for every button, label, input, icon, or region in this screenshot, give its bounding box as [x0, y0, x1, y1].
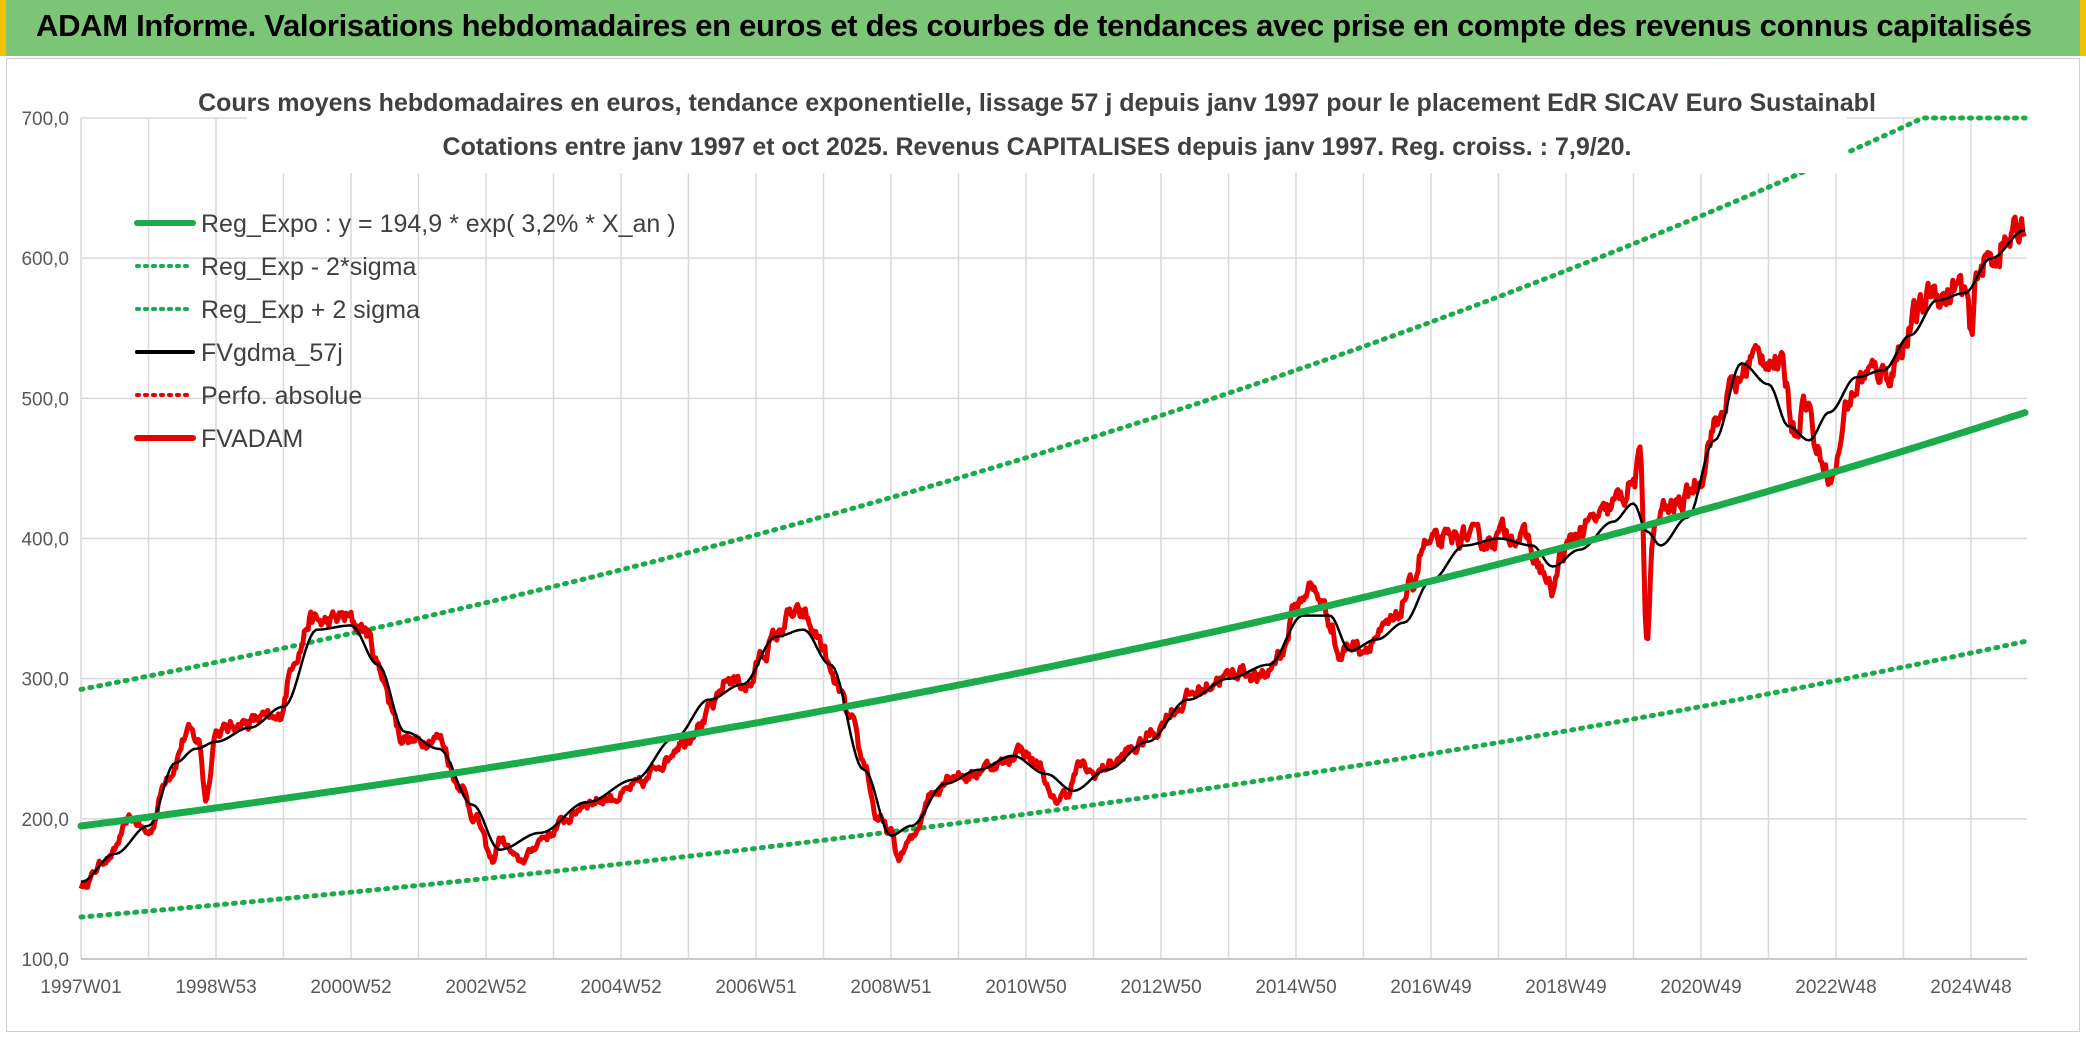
- y-tick-label: 700,0: [21, 109, 69, 130]
- y-tick-label: 600,0: [21, 249, 69, 270]
- banner-title: ADAM Informe. Valorisations hebdomadaire…: [36, 8, 2032, 43]
- y-tick-label: 400,0: [21, 530, 69, 551]
- trend-chart: 100,0 200,0 300,0 400,0 500,0 600,0 700,0 1997W…: [21, 69, 2029, 998]
- x-tick-label: 2014W50: [1255, 977, 1336, 998]
- legend-reg-expo: Reg_Expo : y = 194,9 * exp( 3,2% * X_an …: [134, 210, 676, 238]
- x-tick-label: 2000W52: [310, 977, 391, 998]
- legend-reg-exp-minus-2sigma: Reg_Exp - 2*sigma: [135, 253, 416, 281]
- reg-expo-line: [77, 409, 2029, 830]
- legend-label: Reg_Exp - 2*sigma: [201, 253, 416, 281]
- chart-title: Cours moyens hebdomadaires en euros, ten…: [198, 89, 1876, 117]
- axis-labels: 100,0 200,0 300,0 400,0 500,0 600,0 700,0 1997W…: [21, 109, 2011, 998]
- y-tick-label: 500,0: [21, 389, 69, 410]
- banner: ADAM Informe. Valorisations hebdomadaire…: [0, 0, 2086, 56]
- fvgdma-57j-line: [80, 228, 2026, 884]
- x-tick-label: 2008W51: [850, 977, 931, 998]
- x-tick-label: 2002W52: [445, 977, 526, 998]
- legend-reg-exp-plus-2sigma: Reg_Exp + 2 sigma: [135, 296, 420, 324]
- reg-exp-plus-2sigma-line: [78, 115, 2028, 692]
- legend-label: FVADAM: [201, 425, 303, 453]
- chart-titles: Cours moyens hebdomadaires en euros, ten…: [198, 69, 1876, 173]
- x-tick-label: 2012W50: [1120, 977, 1201, 998]
- grid: [80, 117, 2027, 960]
- x-tick-label: 2006W51: [715, 977, 796, 998]
- plot-series: [77, 115, 2029, 920]
- y-tick-label: 200,0: [21, 810, 69, 831]
- legend-label: Perfo. absolue: [201, 382, 362, 410]
- legend-label: FVgdma_57j: [201, 339, 343, 367]
- title-backdrop: [247, 69, 1847, 173]
- x-tick-label: 2010W50: [985, 977, 1066, 998]
- legend-label: Reg_Expo : y = 194,9 * exp( 3,2% * X_an …: [201, 210, 676, 238]
- legend-label: Reg_Exp + 2 sigma: [201, 296, 420, 324]
- x-tick-label: 2016W49: [1390, 977, 1471, 998]
- x-tick-label: 2018W49: [1525, 977, 1606, 998]
- legend-perfo-absolue: Perfo. absolue: [135, 382, 362, 410]
- reg-exp-minus-2sigma-line: [78, 638, 2028, 920]
- y-tick-label: 100,0: [21, 950, 69, 971]
- x-tick-label: 2022W48: [1795, 977, 1876, 998]
- x-tick-label: 1998W53: [175, 977, 256, 998]
- x-tick-label: 1997W01: [40, 977, 121, 998]
- x-tick-label: 2020W49: [1660, 977, 1741, 998]
- y-tick-label: 300,0: [21, 670, 69, 691]
- x-tick-label: 2004W52: [580, 977, 661, 998]
- legend-fvgdma-57j: FVgdma_57j: [135, 339, 343, 367]
- legend: Reg_Expo : y = 194,9 * exp( 3,2% * X_an …: [134, 210, 676, 453]
- chart-area: 100,0 200,0 300,0 400,0 500,0 600,0 700,0 1997W…: [6, 58, 2080, 1032]
- chart-subtitle: Cotations entre janv 1997 et oct 2025. R…: [443, 133, 1632, 161]
- x-tick-label: 2024W48: [1930, 977, 2011, 998]
- legend-fvadam: FVADAM: [134, 425, 303, 453]
